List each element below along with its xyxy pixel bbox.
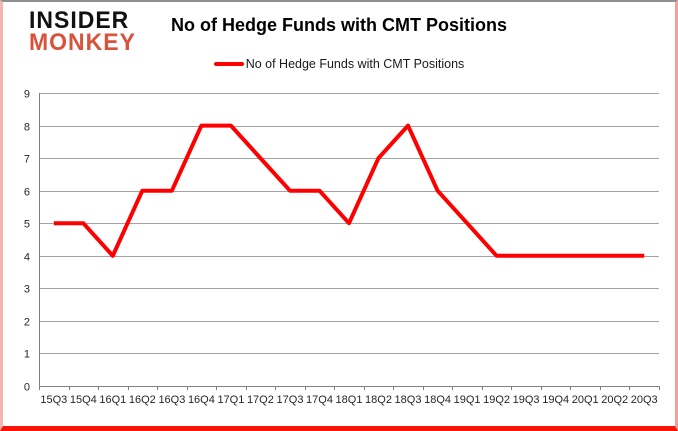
x-tick-label: 18Q4 (424, 394, 451, 406)
y-tick-label: 6 (24, 187, 30, 199)
y-tick-label: 1 (24, 349, 30, 361)
logo-line-insider: INSIDER (29, 5, 130, 34)
y-tick-label: 2 (24, 317, 30, 329)
y-tick-label: 4 (24, 252, 30, 264)
x-tick-label: 17Q1 (217, 394, 244, 406)
x-tick-label: 15Q3 (40, 394, 67, 406)
x-tick-label: 16Q2 (129, 394, 156, 406)
legend-label: No of Hedge Funds with CMT Positions (245, 57, 465, 71)
x-tick-label: 19Q4 (542, 394, 569, 406)
x-tick-label: 17Q3 (277, 394, 304, 406)
x-tick-label: 16Q4 (188, 394, 215, 406)
x-tick-label: 19Q2 (483, 394, 510, 406)
y-tick-label: 9 (24, 89, 30, 101)
x-tick-label: 20Q3 (631, 394, 658, 406)
x-tick-label: 16Q3 (158, 394, 185, 406)
y-tick-label: 3 (24, 284, 30, 296)
y-tick-label: 5 (24, 219, 30, 231)
chart-title: No of Hedge Funds with CMT Positions (171, 15, 507, 35)
x-tick-label: 16Q1 (99, 394, 126, 406)
y-tick-label: 7 (24, 154, 30, 166)
x-tick-label: 20Q2 (601, 394, 628, 406)
y-tick-label: 0 (24, 382, 30, 394)
legend-line-swatch (213, 62, 244, 66)
x-tick-label: 15Q4 (70, 394, 97, 406)
x-tick-label: 18Q1 (336, 394, 363, 406)
legend: No of Hedge Funds with CMT Positions (3, 57, 675, 71)
x-tick-label: 19Q3 (513, 394, 540, 406)
x-tick-label: 17Q2 (247, 394, 274, 406)
data-line (53, 123, 645, 258)
x-tick-label: 18Q2 (365, 394, 392, 406)
logo-line-monkey: MONKEY (29, 28, 136, 56)
x-tick-label: 19Q1 (454, 394, 481, 406)
x-tick-label: 20Q1 (572, 394, 599, 406)
y-tick-label: 8 (24, 122, 30, 134)
insider-monkey-logo: INSIDER MONKEY (29, 5, 136, 56)
x-tick-label: 17Q4 (306, 394, 333, 406)
x-tick-label: 18Q3 (395, 394, 422, 406)
